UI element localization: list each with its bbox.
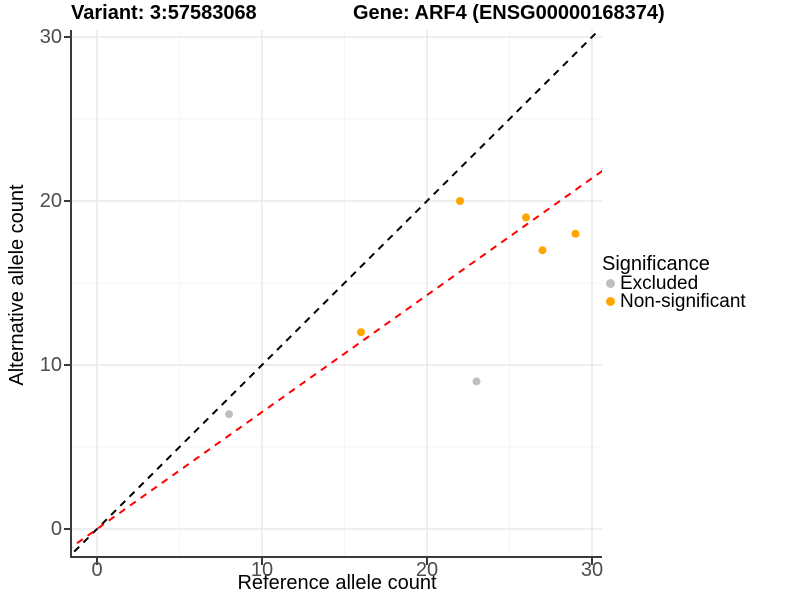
y-tick-label: 30 [39,26,62,48]
excluded-dot-icon [606,279,615,289]
x-axis-title: Reference allele count [237,572,437,594]
data-point-excluded [472,377,481,386]
legend-label-nonsignificant: Non-significant [620,290,746,312]
legend-item-nonsignificant: Non-significant [602,290,746,312]
data-point-non-significant [538,246,547,255]
x-tick-label: 0 [91,559,103,581]
x-tick-label: 20 [415,559,439,581]
identity-line [72,30,601,556]
fit-line [72,169,602,548]
data-point-non-significant [571,229,580,238]
data-point-non-significant [522,213,530,222]
y-tick-label: 10 [39,354,62,376]
non-significant-dot-icon [606,296,615,306]
data-point-excluded [225,410,233,419]
variant-title: Variant: 3:57583068 [71,2,257,24]
x-tick-label: 10 [250,559,274,581]
legend: Significance Excluded Non-significant [602,253,746,312]
y-tick-label: 20 [39,190,62,212]
legend-item-excluded: Excluded [602,273,746,295]
legend-title: Significance [602,253,710,275]
data-point-non-significant [456,197,464,205]
data-point-non-significant [357,328,365,337]
gene-title: Gene: ARF4 (ENSG00000168374) [353,2,665,24]
x-tick-label: 30 [580,559,604,581]
y-tick-label: 0 [50,518,62,540]
legend-label-excluded: Excluded [620,273,699,295]
